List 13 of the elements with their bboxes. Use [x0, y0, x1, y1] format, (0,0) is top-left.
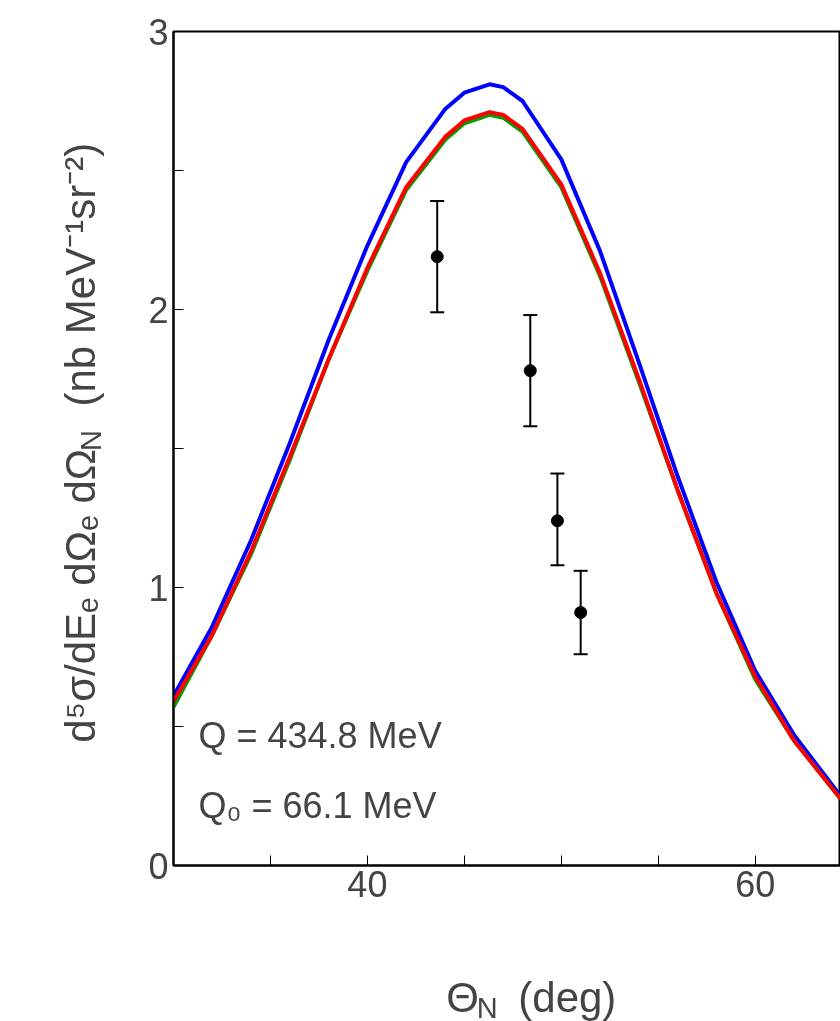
y-tick-label: 2	[148, 289, 169, 331]
y-tick-label: 0	[148, 845, 169, 887]
point	[550, 514, 564, 528]
annotation: Q = 434.8 MeV	[198, 714, 442, 756]
y-tick-label: 3	[148, 11, 169, 53]
x-tick-label: 40	[347, 863, 388, 905]
point	[523, 364, 537, 378]
y-axis-title: d⁵σ/dEₑ dΩₑ dΩN (nb MeV⁻¹sr⁻²)	[57, 142, 107, 743]
y-tick-label: 1	[148, 567, 169, 609]
point	[574, 606, 588, 620]
point	[430, 250, 444, 264]
x-tick-label: 60	[735, 863, 776, 905]
annotation: Q₀ = 66.1 MeV	[198, 784, 437, 826]
